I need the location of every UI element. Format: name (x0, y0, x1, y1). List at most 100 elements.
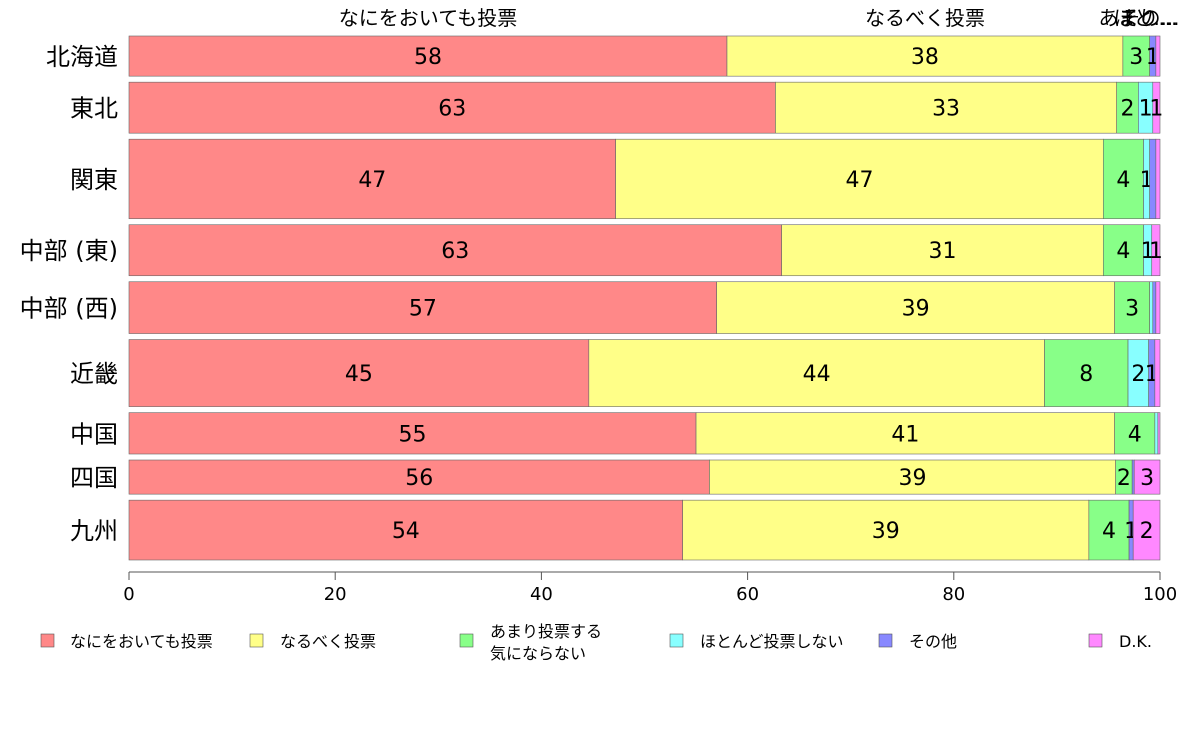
value-label-5-1: 57 (409, 297, 437, 322)
value-label-5-2: 39 (902, 297, 930, 322)
bar-row-9: 54 39 4 1 2 (128, 499, 1161, 561)
bar-segment-5-3 (1114, 281, 1150, 334)
x-tick-label-5: 80 (942, 584, 965, 605)
value-label-6-1: 45 (345, 362, 373, 387)
value-label-7-1: 55 (399, 422, 427, 447)
bar-segment-8-1 (128, 459, 710, 495)
bar-segment-1-1 (128, 35, 728, 77)
value-label-4-6: 1 (1149, 239, 1163, 264)
value-label-8-6: 3 (1140, 466, 1154, 491)
bar-segment-2-2 (775, 81, 1117, 134)
legend-swatch-4 (669, 633, 684, 648)
value-label-8-1: 56 (405, 466, 433, 491)
category-label-5: 中部 (西) (20, 295, 118, 323)
value-label-7-2: 41 (891, 422, 919, 447)
value-label-4-2: 31 (928, 239, 956, 264)
bar-segment-7-1 (128, 412, 697, 455)
bar-segment-2-6 (1152, 81, 1161, 134)
bar-segment-3-6 (1155, 138, 1161, 220)
value-label-3-2: 47 (845, 168, 873, 193)
legend-label-4: ほとんど投票しない (700, 632, 844, 651)
value-label-5-3: 3 (1125, 297, 1139, 322)
top-label-fourth: ほと... (1113, 6, 1172, 30)
value-label-6-4: 2 (1131, 362, 1145, 387)
top-series-labels: なにをおいても投票 なるべく投票 あまり... ほと... その... (339, 6, 1180, 30)
value-label-6-2: 44 (803, 362, 831, 387)
category-label-7: 中国 (70, 420, 118, 448)
bar-segment-3-5 (1149, 138, 1157, 220)
legend-entry-2: なるべく投票 (249, 632, 376, 651)
category-label-2: 東北 (70, 95, 118, 123)
legend-label-1: なにをおいても投票 (70, 632, 213, 651)
bar-segment-5-5 (1152, 281, 1157, 334)
bar-segment-5-4 (1149, 281, 1154, 334)
bar-segment-4-6 (1151, 224, 1161, 277)
value-label-9-6: 2 (1140, 519, 1154, 544)
value-label-4-1: 63 (441, 239, 469, 264)
value-label-8-3: 2 (1117, 466, 1131, 491)
bar-row-3: 47 47 4 1 (128, 138, 1161, 220)
bar-segment-5-1 (128, 281, 717, 334)
x-tick-label-4: 60 (736, 584, 759, 605)
value-label-7-3: 4 (1128, 422, 1142, 447)
bar-row-2: 63 33 2 11 (128, 81, 1163, 134)
category-label-9: 九州 (70, 517, 118, 545)
legend-entry-4: ほとんど投票しない (669, 632, 844, 651)
legend-entry-1: なにをおいても投票 (40, 632, 213, 651)
value-label-2-6: 1 (1149, 97, 1163, 122)
bar-segment-6-2 (588, 339, 1045, 407)
bar-segment-2-1 (128, 81, 776, 134)
top-label-second: なるべく投票 (865, 6, 985, 30)
bar-segment-7-3 (1114, 412, 1156, 455)
value-label-9-1: 54 (392, 519, 420, 544)
bar-segment-6-3 (1044, 339, 1129, 407)
top-label-third: あまり... (1098, 6, 1177, 30)
legend-swatch-2 (249, 633, 264, 648)
bar-segment-1-6 (1155, 35, 1161, 77)
value-label-2-2: 33 (932, 97, 960, 122)
legend-entry-3: あまり投票する 気にならない (459, 622, 602, 663)
legend-swatch-3 (459, 633, 474, 648)
bar-segment-1-3 (1122, 35, 1150, 77)
bar-segment-1-2 (726, 35, 1124, 77)
value-label-3-1: 47 (358, 168, 386, 193)
bar-segment-4-1 (128, 224, 782, 277)
value-label-1-3: 3 (1129, 45, 1143, 70)
bar-segment-4-2 (781, 224, 1104, 277)
bar-segment-8-5 (1131, 459, 1135, 495)
bar-segment-3-2 (615, 138, 1104, 220)
legend-label-5: その他 (909, 632, 957, 651)
bar-segment-5-6 (1155, 281, 1161, 334)
category-label-1: 北海道 (46, 43, 118, 71)
x-axis: 0 20 40 60 80 100 (123, 571, 1177, 605)
bar-row-6: 45 44 8 2 1 (128, 339, 1161, 407)
legend-swatch-1 (40, 633, 55, 648)
bar-segment-7-4 (1154, 412, 1159, 455)
value-label-9-2: 39 (872, 519, 900, 544)
value-label-2-3: 2 (1121, 97, 1135, 122)
top-label-first: なにをおいても投票 (339, 6, 517, 30)
bar-segment-6-1 (128, 339, 590, 407)
value-label-9-3: 4 (1102, 519, 1116, 544)
bar-segment-9-1 (128, 499, 683, 561)
bar-segment-6-6 (1154, 339, 1161, 407)
bar-segment-8-2 (709, 459, 1116, 495)
bar-segment-4-3 (1102, 224, 1144, 277)
value-label-4-4: 1 (1141, 239, 1155, 264)
value-label-1-2: 38 (911, 45, 939, 70)
bar-row-7: 55 41 4 (128, 412, 1161, 455)
legend-label-6: D.K. (1119, 632, 1152, 651)
bar-row-1: 58 38 3 1 (128, 35, 1161, 77)
x-tick-label-1: 0 (123, 584, 134, 605)
bar-row-8: 56 39 2 3 (128, 459, 1161, 495)
bar-segment-9-6 (1132, 499, 1161, 561)
bar-row-4: 63 31 4 11 (128, 224, 1163, 277)
bar-segment-8-6 (1133, 459, 1161, 495)
legend-swatch-5 (878, 633, 893, 648)
value-label-2-1: 63 (438, 97, 466, 122)
category-label-6: 近畿 (70, 360, 118, 388)
legend-label-3b: 気にならない (490, 644, 586, 663)
